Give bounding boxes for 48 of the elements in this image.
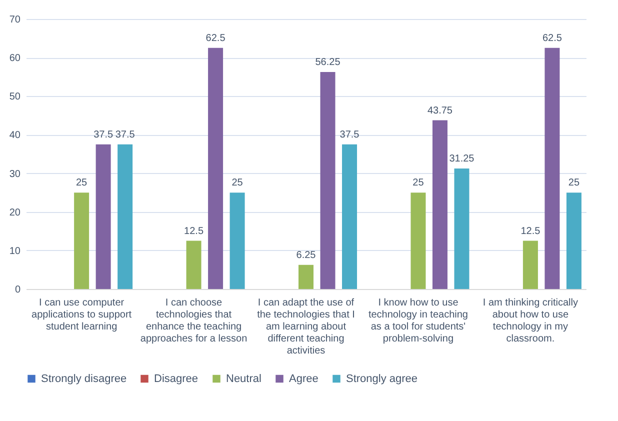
data-label: 37.5 bbox=[94, 129, 114, 140]
bar bbox=[566, 192, 582, 289]
data-label: 6.25 bbox=[296, 250, 316, 261]
bar bbox=[208, 48, 224, 289]
data-label: 12.5 bbox=[184, 226, 204, 237]
y-tick-label: 20 bbox=[9, 207, 21, 218]
legend-label: Neutral bbox=[226, 372, 262, 385]
bar bbox=[96, 144, 111, 289]
bar bbox=[320, 72, 336, 289]
bar bbox=[432, 120, 448, 289]
y-tick-label: 30 bbox=[9, 168, 21, 180]
legend-label: Strongly disagree bbox=[41, 372, 127, 385]
data-label: 62.5 bbox=[542, 32, 562, 44]
bar bbox=[118, 144, 133, 289]
legend-label: Strongly agree bbox=[346, 372, 418, 385]
data-label: 43.75 bbox=[427, 105, 453, 116]
data-label: 31.25 bbox=[449, 153, 475, 164]
bar bbox=[342, 144, 358, 289]
data-label: 37.5 bbox=[340, 129, 360, 140]
bar bbox=[522, 240, 538, 289]
y-tick-label: 60 bbox=[9, 53, 21, 64]
bar bbox=[410, 192, 426, 289]
bar bbox=[230, 192, 245, 289]
data-label: 62.5 bbox=[206, 32, 226, 44]
data-label: 25 bbox=[568, 178, 580, 189]
data-label: 37.5 bbox=[115, 129, 136, 140]
x-tick-label: I can adapt the use of the technologies that I am learning about different teaching activities bbox=[257, 298, 355, 356]
y-tick-label: 0 bbox=[14, 284, 21, 296]
x-tick-label: I know how to use technology in teaching as a tool for students' problem-solving bbox=[368, 298, 468, 344]
legend-label: Disagree bbox=[154, 372, 198, 385]
bar bbox=[298, 264, 314, 289]
bar bbox=[74, 192, 90, 289]
y-tick-label: 10 bbox=[9, 246, 21, 257]
data-label: 56.25 bbox=[315, 57, 341, 68]
data-label: 25 bbox=[76, 178, 88, 189]
x-tick-label: I can use computer applications to support student learning bbox=[32, 298, 132, 332]
legend-label: Agree bbox=[289, 372, 318, 385]
data-label: 12.5 bbox=[520, 226, 541, 237]
data-label: 25 bbox=[412, 178, 424, 189]
y-tick-label: 40 bbox=[9, 130, 21, 142]
bar bbox=[454, 168, 470, 289]
x-tick-label: I am thinking critically about how to use technology in my classroom. bbox=[482, 298, 578, 344]
y-tick-label: 50 bbox=[9, 92, 21, 103]
bar bbox=[544, 48, 560, 289]
data-label: 25 bbox=[232, 178, 244, 189]
y-tick-label: 70 bbox=[9, 14, 21, 26]
bar bbox=[186, 240, 202, 289]
x-tick-label: I can choose technologies that enhance the teaching approaches for a lesson bbox=[140, 298, 248, 344]
